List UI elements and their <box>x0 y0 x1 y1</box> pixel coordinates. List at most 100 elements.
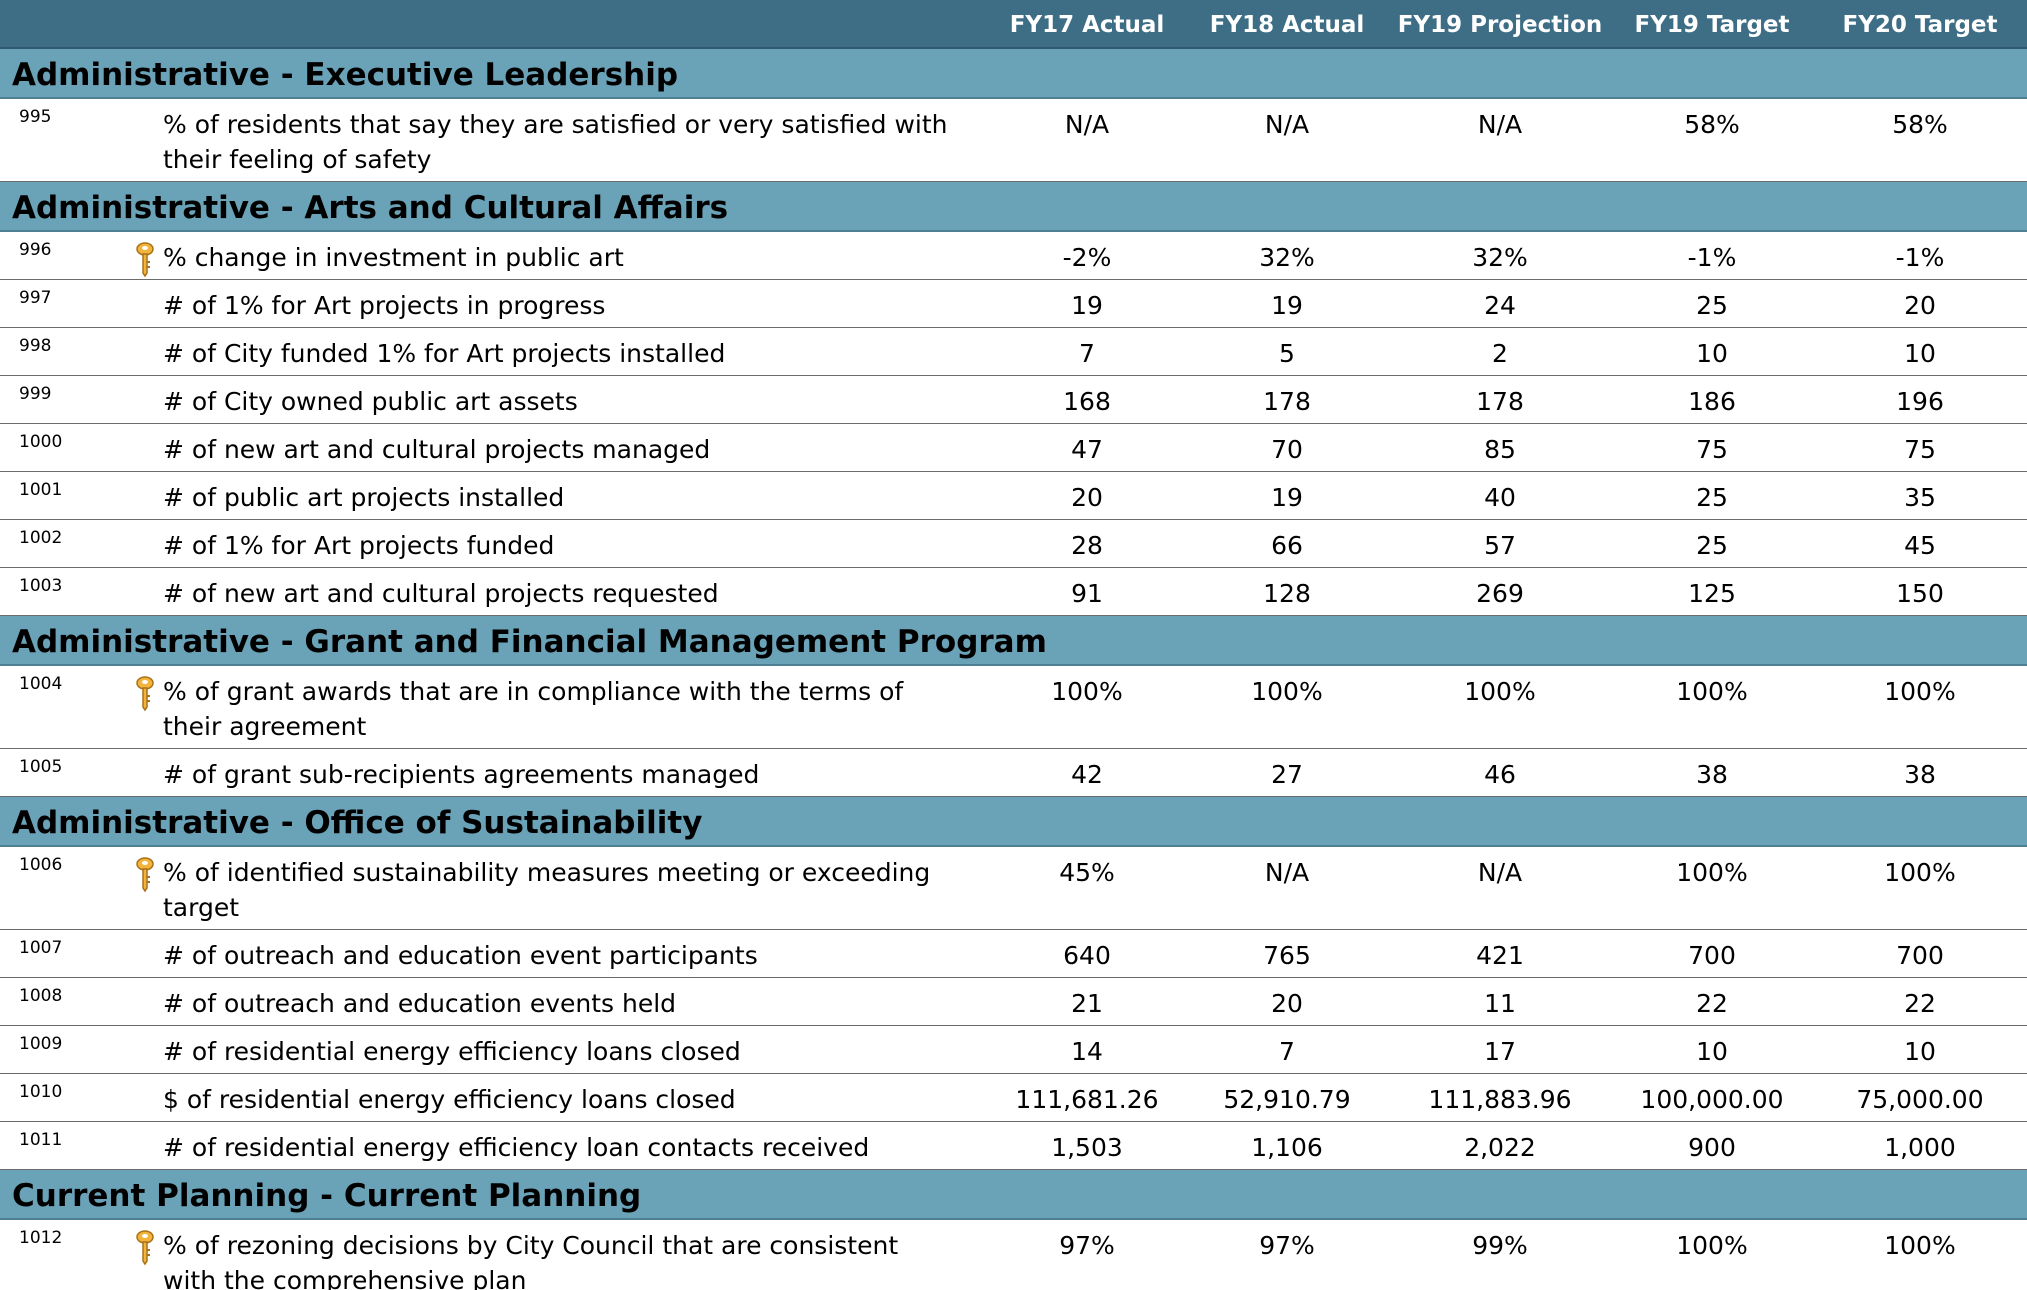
measure-value: 17 <box>1484 1037 1516 1066</box>
measure-value: 100% <box>1051 677 1123 706</box>
measure-value: 75,000.00 <box>1856 1085 1984 1114</box>
measure-value: N/A <box>1477 858 1523 887</box>
section-title: Administrative - Executive Leadership <box>0 49 2027 99</box>
key-icon <box>134 1230 156 1270</box>
measure-value: 38 <box>1904 760 1936 789</box>
measure-row: 995 % of residents that say they are sati… <box>0 99 2027 182</box>
section-title: Current Planning - Current Planning <box>0 1170 2027 1220</box>
measure-row: 1011 # of residential energy efficiency l… <box>0 1122 2027 1170</box>
column-header: FY20 Target <box>1842 12 1998 38</box>
measure-value: N/A <box>1064 110 1110 139</box>
measure-row: 1010 $ of residential energy efficiency l… <box>0 1074 2027 1122</box>
measure-value: 21 <box>1071 989 1103 1018</box>
measure-value: 900 <box>1688 1133 1736 1162</box>
measure-text: # of residential energy efficiency loans… <box>163 1037 741 1066</box>
measure-id: 996 <box>19 240 52 260</box>
section-title: Administrative - Grant and Financial Man… <box>0 616 2027 666</box>
measure-value: 100,000.00 <box>1640 1085 1784 1114</box>
measure-text: # of City owned public art assets <box>163 387 578 416</box>
measure-row: 1009 # of residential energy efficiency l… <box>0 1026 2027 1074</box>
measure-id: 1007 <box>19 938 63 958</box>
measure-id: 1001 <box>19 480 63 500</box>
measure-value: 42 <box>1071 760 1103 789</box>
measure-id: 1008 <box>19 986 63 1006</box>
measure-value: 20 <box>1904 291 1936 320</box>
measure-value: 100% <box>1884 677 1956 706</box>
measure-value: 97% <box>1259 1231 1315 1260</box>
measure-value: 19 <box>1271 291 1303 320</box>
measure-value: 57 <box>1484 531 1516 560</box>
measure-id: 999 <box>19 384 52 404</box>
measure-row: 1005 # of grant sub-recipients agreements… <box>0 749 2027 797</box>
measure-value: 47 <box>1071 435 1103 464</box>
measure-value: 19 <box>1071 291 1103 320</box>
measure-text: % of residents that say they are satisfi… <box>163 110 948 174</box>
measure-text: # of outreach and education event partic… <box>163 941 758 970</box>
measure-id: 1010 <box>19 1082 63 1102</box>
key-icon <box>134 857 156 897</box>
measure-value: 111,681.26 <box>1015 1085 1159 1114</box>
measure-value: 700 <box>1896 941 1944 970</box>
measure-id: 997 <box>19 288 52 308</box>
measure-value: 27 <box>1271 760 1303 789</box>
measure-id: 1005 <box>19 757 63 777</box>
measure-value: 1,106 <box>1251 1133 1323 1162</box>
measure-value: 178 <box>1263 387 1311 416</box>
measure-id: 1006 <box>19 855 63 875</box>
measure-value: 58% <box>1892 110 1948 139</box>
measure-value: -1% <box>1895 243 1945 272</box>
measure-id: 1011 <box>19 1130 63 1150</box>
measure-value: 45 <box>1904 531 1936 560</box>
measure-row: 1004 % of grant awards that are in compli… <box>0 666 2027 749</box>
measure-value: 100% <box>1676 858 1748 887</box>
measure-value: 100% <box>1676 677 1748 706</box>
measure-id: 998 <box>19 336 52 356</box>
measure-value: -2% <box>1062 243 1112 272</box>
measure-value: 421 <box>1476 941 1524 970</box>
measure-value: 20 <box>1071 483 1103 512</box>
measure-row: 1012 % of rezoning decisions by City Coun… <box>0 1220 2027 1290</box>
measure-value: 100% <box>1251 677 1323 706</box>
column-header: FY19 Projection <box>1397 12 1603 38</box>
section-title: Administrative - Arts and Cultural Affai… <box>0 182 2027 232</box>
measure-value: 52,910.79 <box>1223 1085 1351 1114</box>
measure-value: 2 <box>1492 339 1508 368</box>
measure-value: 186 <box>1688 387 1736 416</box>
measure-text: # of new art and cultural projects reque… <box>163 579 719 608</box>
measure-value: 22 <box>1696 989 1728 1018</box>
measure-text: $ of residential energy efficiency loans… <box>163 1085 736 1114</box>
measure-value: -1% <box>1687 243 1737 272</box>
measure-value: 111,883.96 <box>1428 1085 1572 1114</box>
measure-value: 20 <box>1271 989 1303 1018</box>
measure-row: 1008 # of outreach and education events h… <box>0 978 2027 1026</box>
measure-value: N/A <box>1477 110 1523 139</box>
section-title: Administrative - Office of Sustainabilit… <box>0 797 2027 847</box>
measure-value: 32% <box>1259 243 1315 272</box>
measure-value: 75 <box>1696 435 1728 464</box>
measure-value: 168 <box>1063 387 1111 416</box>
measure-text: % change in investment in public art <box>163 243 624 272</box>
measure-value: 1,503 <box>1051 1133 1123 1162</box>
measure-text: # of public art projects installed <box>163 483 565 512</box>
measure-value: 25 <box>1696 483 1728 512</box>
measure-text: % of rezoning decisions by City Council … <box>163 1231 899 1290</box>
measure-value: 19 <box>1271 483 1303 512</box>
measure-value: 70 <box>1271 435 1303 464</box>
measure-text: # of 1% for Art projects in progress <box>163 291 606 320</box>
measure-value: 14 <box>1071 1037 1103 1066</box>
measure-value: 10 <box>1904 1037 1936 1066</box>
measure-value: 75 <box>1904 435 1936 464</box>
measure-text: # of City funded 1% for Art projects ins… <box>163 339 726 368</box>
measure-value: 58% <box>1684 110 1740 139</box>
measure-value: 24 <box>1484 291 1516 320</box>
measure-row: 997 # of 1% for Art projects in progress 1… <box>0 280 2027 328</box>
measure-id: 1003 <box>19 576 63 596</box>
measure-value: 99% <box>1472 1231 1528 1260</box>
measure-value: 765 <box>1263 941 1311 970</box>
measure-text: # of 1% for Art projects funded <box>163 531 555 560</box>
measure-value: N/A <box>1264 858 1310 887</box>
measure-text: # of outreach and education events held <box>163 989 677 1018</box>
measure-id: 1004 <box>19 674 63 694</box>
column-header: FY19 Target <box>1634 12 1790 38</box>
measure-row: 1001 # of public art projects installed 20… <box>0 472 2027 520</box>
